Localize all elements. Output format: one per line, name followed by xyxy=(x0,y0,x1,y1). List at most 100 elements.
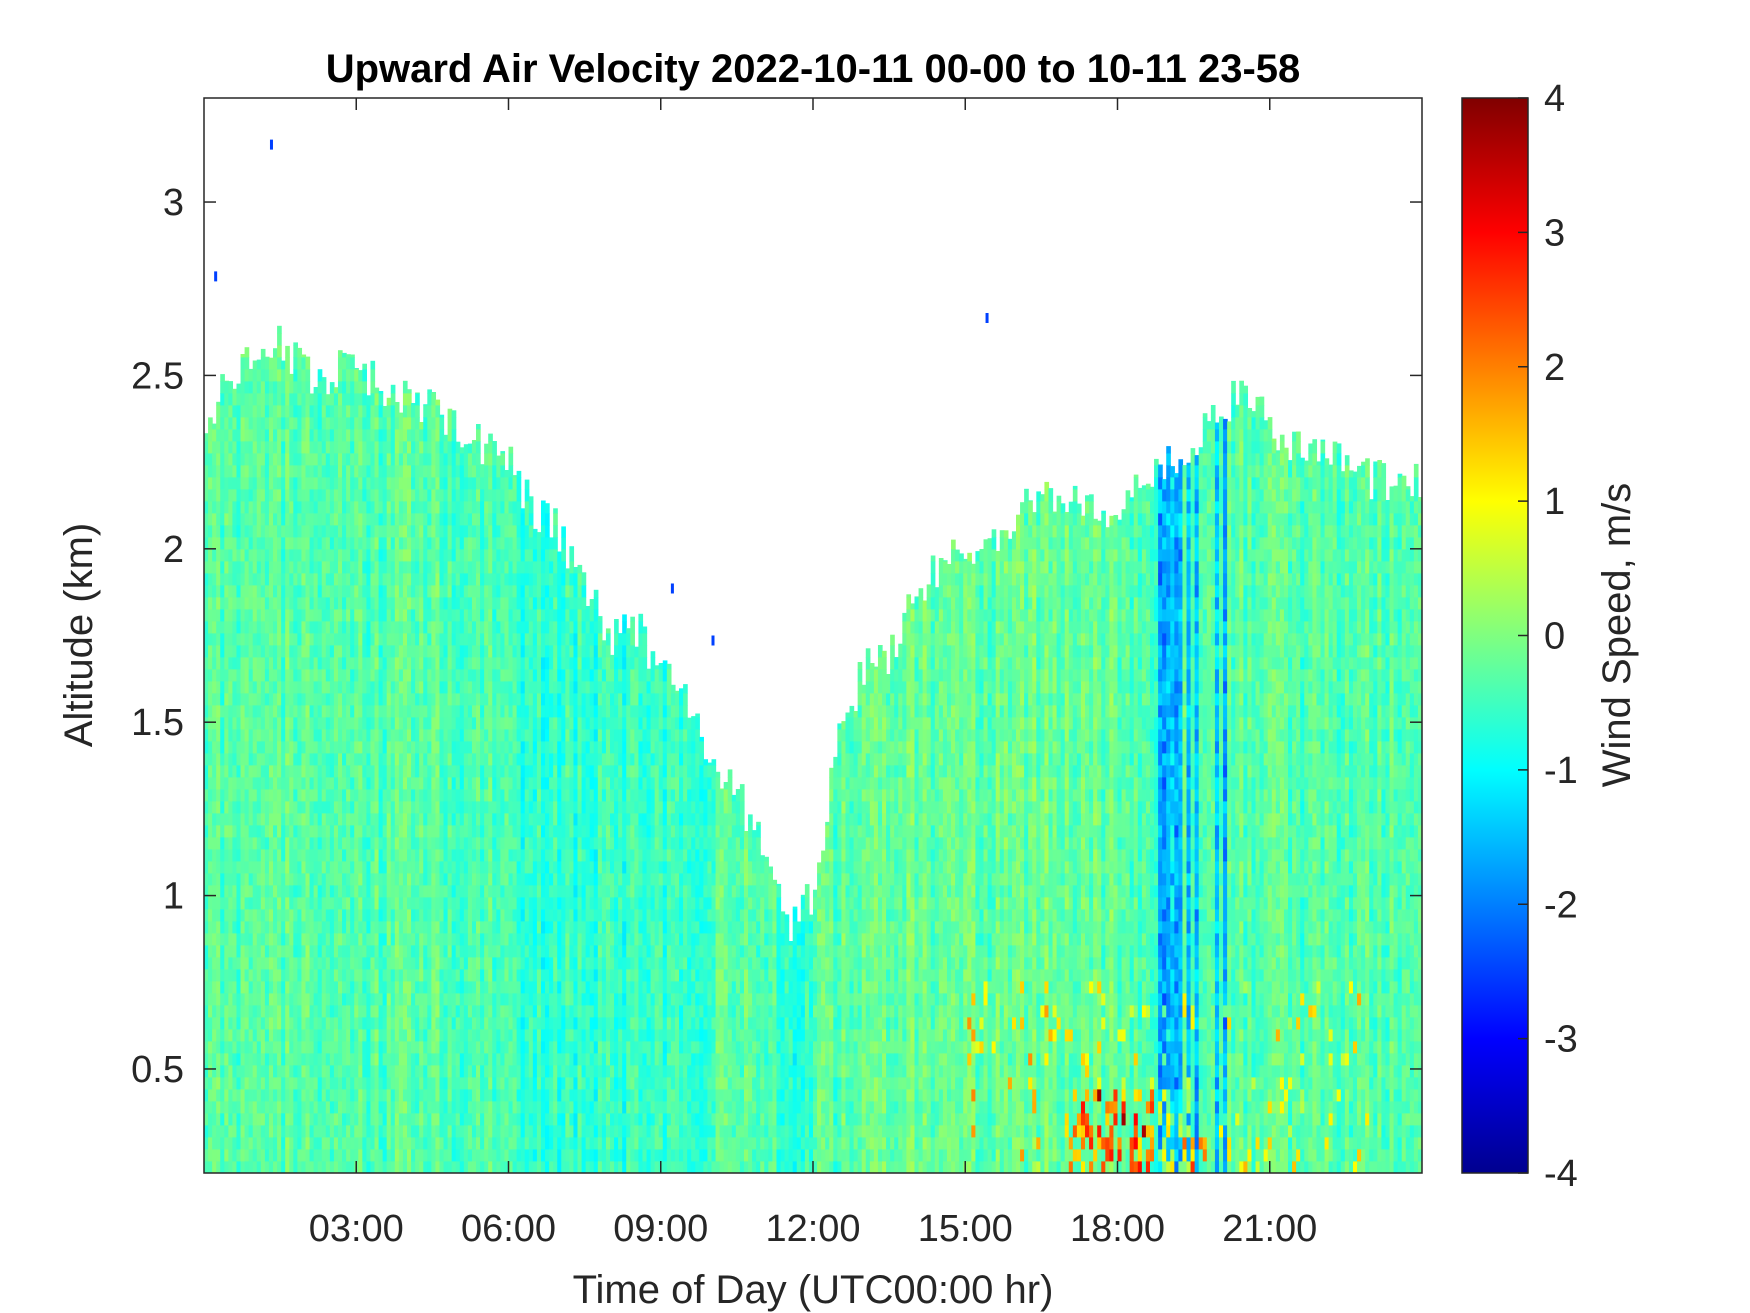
heatmap-cell xyxy=(411,777,416,790)
heatmap-cell xyxy=(260,561,266,574)
heatmap-cell xyxy=(204,1101,209,1114)
heatmap-cell xyxy=(370,1113,376,1126)
heatmap-cell xyxy=(484,537,489,550)
heatmap-cell xyxy=(382,1101,388,1114)
heatmap-cell xyxy=(301,1053,307,1066)
heatmap-cell xyxy=(204,993,209,1006)
heatmap-cell xyxy=(268,417,274,430)
heatmap-cell xyxy=(366,729,372,742)
heatmap-cell xyxy=(439,417,445,430)
heatmap-cell xyxy=(386,933,392,946)
heatmap-cell xyxy=(301,981,307,994)
heatmap-cell xyxy=(427,693,432,706)
heatmap-cell xyxy=(431,813,437,826)
heatmap-cell xyxy=(264,933,270,946)
heatmap-cell xyxy=(415,1113,420,1126)
heatmap-cell xyxy=(268,621,274,634)
heatmap-cell xyxy=(236,621,242,634)
heatmap-cell xyxy=(228,405,234,418)
heatmap-cell xyxy=(488,801,493,814)
heatmap-cell xyxy=(268,429,274,442)
heatmap-cell xyxy=(256,465,262,478)
heatmap-cell xyxy=(362,1041,367,1054)
heatmap-cell xyxy=(390,753,396,766)
heatmap-cell xyxy=(451,933,457,946)
heatmap-cell xyxy=(277,825,282,838)
heatmap-cell xyxy=(354,765,359,778)
heatmap-cell xyxy=(252,561,258,574)
heatmap-cell xyxy=(264,585,270,598)
heatmap-cell xyxy=(236,573,242,586)
heatmap-cell xyxy=(244,813,250,826)
heatmap-cell xyxy=(382,406,388,418)
heatmap-cell xyxy=(370,1053,376,1066)
heatmap-cell xyxy=(252,465,258,478)
heatmap-cell xyxy=(260,1125,266,1138)
heatmap-cell xyxy=(273,717,278,730)
heatmap-cell xyxy=(439,513,445,526)
heatmap-cell xyxy=(471,1149,477,1162)
heatmap-cell xyxy=(342,537,347,550)
heatmap-cell xyxy=(419,861,424,874)
heatmap-cell xyxy=(342,1149,347,1162)
heatmap-cell xyxy=(480,729,485,742)
heatmap-cell xyxy=(435,657,441,670)
heatmap-cell xyxy=(455,885,461,898)
heatmap-cell xyxy=(362,1113,367,1126)
heatmap-cell xyxy=(244,765,250,778)
heatmap-cell xyxy=(301,825,307,838)
heatmap-cell xyxy=(447,1113,453,1126)
heatmap-cell xyxy=(443,609,449,622)
heatmap-cell xyxy=(394,957,400,970)
heatmap-cell xyxy=(439,633,445,646)
heatmap-cell xyxy=(471,465,477,478)
heatmap-cell xyxy=(390,1077,396,1090)
heatmap-cell xyxy=(260,393,266,406)
heatmap-cell xyxy=(264,429,270,442)
heatmap-cell xyxy=(289,705,294,718)
heatmap-cell xyxy=(455,669,461,682)
heatmap-cell xyxy=(313,969,319,982)
heatmap-cell xyxy=(476,441,481,454)
heatmap-cell xyxy=(309,885,315,898)
heatmap-cell xyxy=(204,921,209,934)
heatmap-cell xyxy=(354,368,359,370)
heatmap-cell xyxy=(508,1053,514,1066)
heatmap-cell xyxy=(467,443,473,454)
heatmap-cell xyxy=(402,921,408,934)
heatmap-cell xyxy=(208,561,213,574)
heatmap-cell xyxy=(208,465,213,478)
heatmap-cell xyxy=(293,429,298,442)
heatmap-cell xyxy=(208,1005,213,1018)
heatmap-cell xyxy=(248,453,254,466)
heatmap-cell xyxy=(321,1137,327,1150)
heatmap-cell xyxy=(228,417,234,430)
heatmap-cell xyxy=(281,933,286,946)
heatmap-cell xyxy=(439,645,445,658)
heatmap-cell xyxy=(329,885,335,898)
heatmap-cell xyxy=(252,765,258,778)
heatmap-cell xyxy=(435,1017,441,1030)
heatmap-cell xyxy=(370,537,376,550)
heatmap-cell xyxy=(333,609,339,622)
heatmap-cell xyxy=(317,813,323,826)
heatmap-cell xyxy=(467,1053,473,1066)
heatmap-cell xyxy=(366,885,372,898)
heatmap-cell xyxy=(402,681,408,694)
heatmap-cell xyxy=(325,657,331,670)
heatmap-cell xyxy=(309,993,315,1006)
heatmap-cell xyxy=(419,525,424,538)
heatmap-cell xyxy=(419,453,424,466)
heatmap-cell xyxy=(281,360,286,370)
heatmap-cell xyxy=(435,489,441,502)
heatmap-cell xyxy=(268,1065,274,1078)
heatmap-cell xyxy=(297,477,303,490)
heatmap-cell xyxy=(467,549,473,562)
heatmap-cell xyxy=(484,561,489,574)
heatmap-cell xyxy=(220,813,225,826)
heatmap-cell xyxy=(212,1101,217,1114)
heatmap-cell xyxy=(492,825,497,838)
heatmap-cell xyxy=(236,849,242,862)
heatmap-cell xyxy=(337,753,343,766)
heatmap-cell xyxy=(285,357,290,370)
